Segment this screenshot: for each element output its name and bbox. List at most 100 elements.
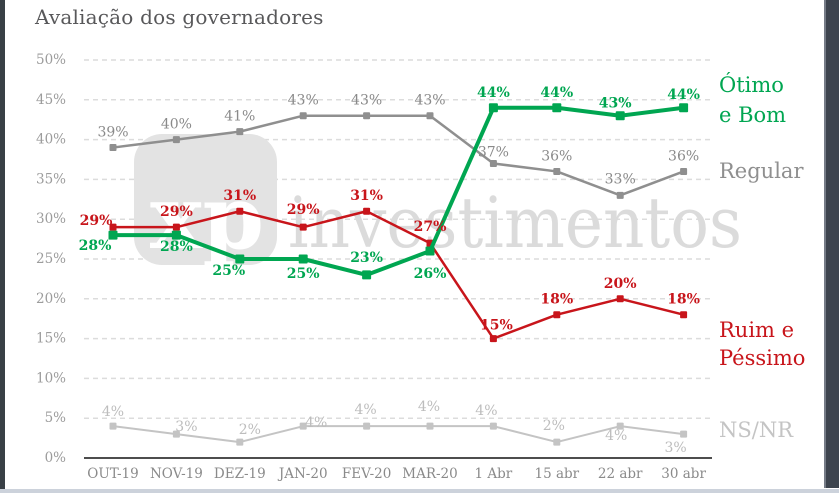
data-label-regular: 41% <box>224 109 255 125</box>
data-point-otimo-e-bom <box>235 254 245 264</box>
data-label-ns-nr: 4% <box>418 399 440 415</box>
data-label-ns-nr: 4% <box>102 404 124 420</box>
y-axis-tick-label: 20% <box>36 291 66 307</box>
data-point-otimo-e-bom <box>679 103 689 113</box>
x-axis-tick-label: DEZ-19 <box>214 466 266 482</box>
data-point-regular <box>616 191 624 199</box>
window-edge-right <box>824 0 839 488</box>
x-axis-tick-label: 30 abr <box>661 466 706 482</box>
data-point-ruim-e-pessimo <box>172 223 180 231</box>
series-line-ruim-e-pessimo <box>113 209 684 340</box>
x-axis-tick-label: 15 abr <box>534 466 579 482</box>
data-point-ns-nr <box>363 422 371 430</box>
data-label-regular: 43% <box>351 93 382 109</box>
data-label-otimo-e-bom: 28% <box>160 239 193 255</box>
data-point-ns-nr <box>299 422 307 430</box>
data-point-regular <box>236 128 244 136</box>
data-point-ns-nr <box>426 422 434 430</box>
x-axis-tick-label: 1 Abr <box>475 466 513 482</box>
y-axis-tick-label: 45% <box>36 92 66 108</box>
x-axis-tick-label: FEV-20 <box>342 466 391 482</box>
data-point-ns-nr <box>616 422 624 430</box>
data-label-regular: 36% <box>541 148 572 164</box>
data-label-ns-nr: 4% <box>305 415 327 431</box>
y-axis-tick-label: 40% <box>36 132 66 148</box>
x-axis-tick-label: MAR-20 <box>402 466 457 482</box>
data-label-ruim-e-pessimo: 20% <box>604 276 637 292</box>
data-label-otimo-e-bom: 26% <box>414 266 447 282</box>
data-point-otimo-e-bom <box>108 230 118 240</box>
data-point-ns-nr <box>236 438 244 446</box>
y-axis-tick-label: 15% <box>36 331 66 347</box>
data-label-ruim-e-pessimo: 15% <box>480 318 513 334</box>
data-label-ruim-e-pessimo: 18% <box>540 292 573 308</box>
legend-label-ruim-e-pessimo: Péssimo <box>719 346 805 370</box>
data-point-ruim-e-pessimo <box>680 311 688 319</box>
data-point-ruim-e-pessimo <box>299 223 307 231</box>
watermark-investimentos-text: investimentos <box>288 182 742 264</box>
data-point-otimo-e-bom <box>298 254 308 264</box>
data-point-ruim-e-pessimo <box>489 335 497 343</box>
legend-label-otimo-e-bom: e Bom <box>719 103 786 127</box>
data-point-ns-nr <box>553 438 561 446</box>
y-axis-tick-label: 35% <box>36 171 66 187</box>
data-label-regular: 43% <box>414 93 445 109</box>
data-label-ns-nr: 3% <box>664 440 686 456</box>
data-point-otimo-e-bom <box>488 103 498 113</box>
data-label-otimo-e-bom: 44% <box>477 85 510 101</box>
data-point-ns-nr <box>680 430 688 438</box>
data-label-regular: 43% <box>288 93 319 109</box>
y-axis-tick-label: 10% <box>36 370 66 386</box>
data-point-ruim-e-pessimo <box>553 311 561 319</box>
data-label-ruim-e-pessimo: 29% <box>80 213 113 229</box>
data-point-regular <box>172 136 180 144</box>
data-label-otimo-e-bom: 25% <box>287 266 320 282</box>
y-axis-tick-label: 25% <box>36 251 66 267</box>
data-point-ruim-e-pessimo <box>109 223 117 231</box>
data-label-otimo-e-bom: 25% <box>212 263 245 279</box>
data-label-regular: 36% <box>668 148 699 164</box>
legend-label-ruim-e-pessimo: Ruim e <box>719 318 794 342</box>
x-axis-tick-label: OUT-19 <box>87 466 138 482</box>
data-label-ruim-e-pessimo: 31% <box>350 188 383 204</box>
data-point-otimo-e-bom <box>425 246 435 256</box>
data-label-otimo-e-bom: 43% <box>599 96 632 112</box>
data-label-ns-nr: 4% <box>354 402 376 418</box>
data-label-ruim-e-pessimo: 29% <box>160 204 193 220</box>
data-point-otimo-e-bom <box>171 230 181 240</box>
series-line-regular <box>112 114 685 197</box>
data-label-regular: 33% <box>605 171 636 187</box>
series-line-otimo-e-bom <box>113 105 684 277</box>
data-label-otimo-e-bom: 44% <box>540 85 573 101</box>
data-label-regular: 37% <box>478 144 509 160</box>
data-label-ruim-e-pessimo: 29% <box>287 202 320 218</box>
data-point-ns-nr <box>172 430 180 438</box>
data-point-regular <box>680 167 688 175</box>
data-label-otimo-e-bom: 23% <box>350 250 383 266</box>
data-label-ns-nr: 4% <box>475 403 497 419</box>
data-point-otimo-e-bom <box>552 103 562 113</box>
legend-label-regular: Regular <box>719 159 804 183</box>
data-point-ruim-e-pessimo <box>616 295 624 303</box>
data-label-ruim-e-pessimo: 27% <box>414 219 447 235</box>
data-label-regular: 40% <box>161 117 192 133</box>
x-axis-tick-label: JAN-20 <box>277 466 328 482</box>
data-point-regular <box>299 112 307 120</box>
legend-label-otimo-e-bom: Ótimo <box>719 72 784 97</box>
data-label-regular: 39% <box>97 125 128 141</box>
data-label-otimo-e-bom: 28% <box>79 238 112 254</box>
y-axis-tick-label: 0% <box>45 450 67 466</box>
data-point-ns-nr <box>109 422 117 430</box>
data-point-regular <box>109 144 117 152</box>
watermark-xp-logo-tile <box>134 134 277 265</box>
data-label-ns-nr: 2% <box>239 422 261 438</box>
data-label-ns-nr: 4% <box>605 428 627 444</box>
data-label-ns-nr: 2% <box>543 418 565 434</box>
x-axis-tick-label: NOV-19 <box>150 466 203 482</box>
data-point-regular <box>553 167 561 175</box>
data-point-ns-nr <box>489 422 497 430</box>
window-edge-left <box>0 0 5 493</box>
y-axis-tick-label: 5% <box>45 410 67 426</box>
